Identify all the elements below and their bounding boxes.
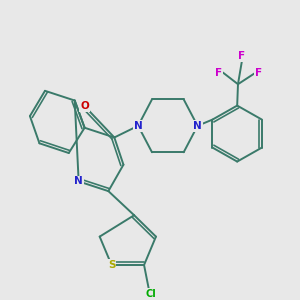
Text: F: F [238,51,245,61]
Text: N: N [134,121,142,131]
Text: N: N [74,176,83,186]
Text: S: S [108,260,115,270]
Text: N: N [193,121,202,131]
Text: O: O [80,101,89,111]
Text: F: F [255,68,262,78]
Text: Cl: Cl [146,289,156,299]
Text: F: F [215,68,223,77]
